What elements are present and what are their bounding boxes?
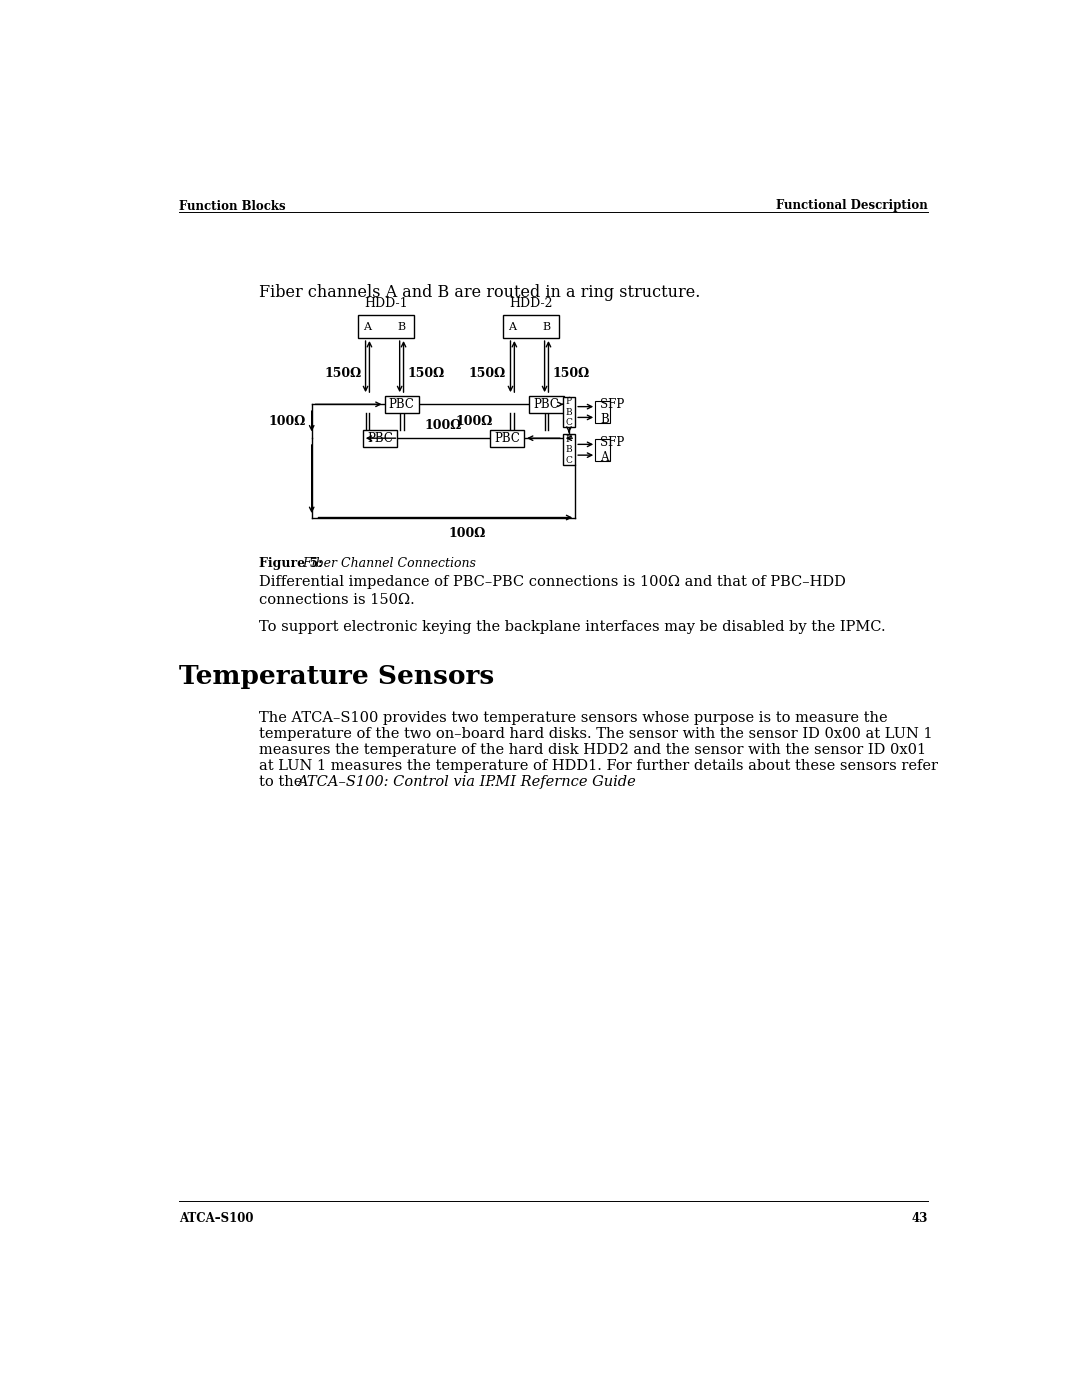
- Text: To support electronic keying the backplane interfaces may be disabled by the IPM: To support electronic keying the backpla…: [259, 620, 886, 634]
- Text: Functional Description: Functional Description: [777, 199, 928, 213]
- Text: SFP
B: SFP B: [600, 398, 624, 426]
- Bar: [595, 439, 610, 461]
- Bar: [384, 396, 419, 412]
- Text: 100Ω: 100Ω: [424, 419, 462, 432]
- Bar: [490, 429, 524, 447]
- Text: 43: 43: [912, 1212, 928, 1224]
- Text: P: P: [566, 435, 572, 444]
- Text: 100Ω: 100Ω: [268, 415, 306, 428]
- Text: connections is 150Ω.: connections is 150Ω.: [259, 593, 415, 607]
- Text: B: B: [566, 408, 572, 417]
- Bar: [563, 435, 576, 465]
- Text: ATCA–S100: ATCA–S100: [179, 1212, 254, 1224]
- Text: PBC: PBC: [389, 398, 415, 411]
- Text: HDD-1: HDD-1: [364, 297, 408, 311]
- Bar: [503, 315, 559, 338]
- Text: ATCA–S100: Control via IPMI Refernce Guide: ATCA–S100: Control via IPMI Refernce Gui…: [297, 776, 636, 790]
- Text: SFP
A: SFP A: [600, 436, 624, 464]
- Text: A: A: [364, 322, 372, 332]
- Text: 150Ω: 150Ω: [553, 366, 590, 380]
- Text: Function Blocks: Function Blocks: [179, 199, 286, 213]
- Text: B: B: [542, 322, 551, 332]
- Text: C: C: [566, 456, 572, 464]
- Text: 100Ω: 100Ω: [448, 527, 485, 539]
- Text: at LUN 1 measures the temperature of HDD1. For further details about these senso: at LUN 1 measures the temperature of HDD…: [259, 759, 939, 773]
- Text: measures the temperature of the hard disk HDD2 and the sensor with the sensor ID: measures the temperature of the hard dis…: [259, 742, 927, 758]
- Text: C: C: [566, 418, 572, 426]
- Text: Temperature Sensors: Temperature Sensors: [179, 664, 495, 688]
- Text: 150Ω: 150Ω: [408, 366, 445, 380]
- Text: Fiber Channel Connections: Fiber Channel Connections: [299, 557, 476, 570]
- Text: The ATCA–S100 provides two temperature sensors whose purpose is to measure the: The ATCA–S100 provides two temperature s…: [259, 710, 888, 724]
- Text: temperature of the two on–board hard disks. The sensor with the sensor ID 0x00 a: temperature of the two on–board hard dis…: [259, 727, 933, 741]
- Text: Fiber channels A and B are routed in a ring structure.: Fiber channels A and B are routed in a r…: [259, 284, 700, 301]
- Text: PBC: PBC: [534, 398, 559, 411]
- Text: PBC: PBC: [494, 432, 519, 444]
- Bar: [595, 401, 610, 423]
- Bar: [529, 396, 564, 412]
- Text: 150Ω: 150Ω: [324, 366, 362, 380]
- Text: 150Ω: 150Ω: [469, 366, 507, 380]
- Bar: [359, 315, 414, 338]
- Text: B: B: [397, 322, 406, 332]
- Text: HDD-2: HDD-2: [510, 297, 553, 311]
- Text: .: .: [489, 776, 494, 790]
- Text: 100Ω: 100Ω: [456, 415, 492, 428]
- Bar: [363, 429, 397, 447]
- Text: Figure 5:: Figure 5:: [259, 557, 323, 570]
- Text: P: P: [566, 397, 572, 407]
- Text: Differential impedance of PBC–PBC connections is 100Ω and that of PBC–HDD: Differential impedance of PBC–PBC connec…: [259, 575, 846, 589]
- Text: A: A: [509, 322, 516, 332]
- Text: PBC: PBC: [367, 432, 393, 444]
- Text: B: B: [566, 446, 572, 454]
- Bar: [563, 397, 576, 428]
- Text: to the: to the: [259, 776, 312, 790]
